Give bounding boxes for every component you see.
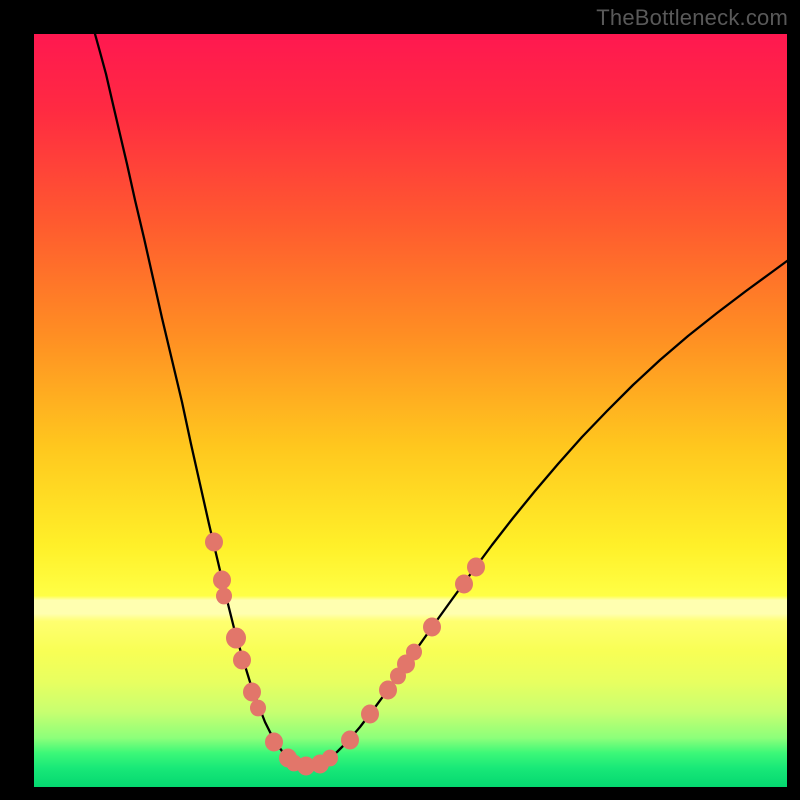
data-marker	[226, 628, 246, 649]
curve-right	[304, 261, 787, 767]
watermark-text: TheBottleneck.com	[596, 5, 788, 31]
marker-group	[205, 533, 485, 776]
data-marker	[243, 683, 261, 702]
curve-left	[95, 34, 304, 767]
chart-frame: TheBottleneck.com	[0, 0, 800, 800]
data-marker	[361, 705, 379, 724]
bottleneck-curve	[34, 34, 787, 787]
data-marker	[216, 588, 232, 605]
data-marker	[423, 618, 441, 637]
data-marker	[205, 533, 223, 552]
data-marker	[341, 731, 359, 750]
data-marker	[406, 644, 422, 661]
data-marker	[322, 750, 338, 767]
data-marker	[250, 700, 266, 717]
plot-area	[34, 34, 787, 787]
data-marker	[233, 651, 251, 670]
data-marker	[265, 733, 283, 752]
data-marker	[213, 571, 231, 590]
data-marker	[467, 558, 485, 577]
data-marker	[455, 575, 473, 594]
